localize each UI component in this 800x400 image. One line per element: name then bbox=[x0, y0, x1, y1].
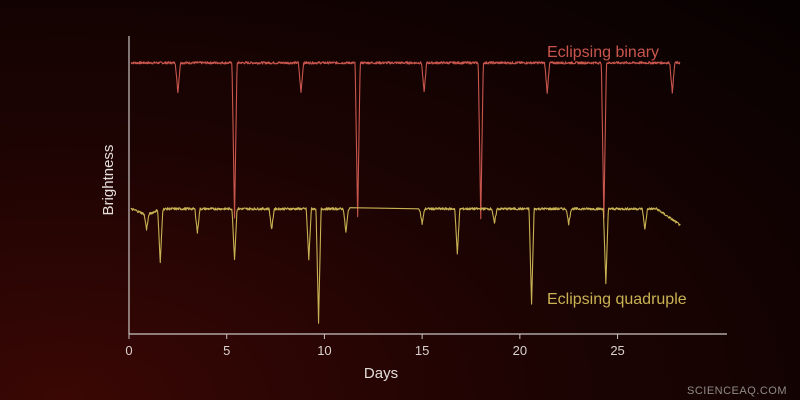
x-tick-label: 5 bbox=[223, 343, 230, 358]
watermark-text: SCIENCEAQ.COM bbox=[687, 385, 787, 397]
series-group bbox=[130, 61, 681, 324]
series-line-eclipsing-binary bbox=[130, 61, 681, 220]
x-tick-label: 20 bbox=[513, 343, 527, 358]
x-ticks: 0 5 10 15 20 25 bbox=[125, 334, 625, 358]
y-axis-title: Brightness bbox=[100, 145, 117, 216]
axes bbox=[128, 36, 727, 335]
x-axis-title: Days bbox=[364, 365, 398, 382]
series-label-eclipsing-quadruple: Eclipsing quadruple bbox=[547, 291, 687, 308]
x-tick-label: 0 bbox=[125, 343, 132, 358]
x-tick-label: 10 bbox=[317, 343, 331, 358]
x-tick-label: 15 bbox=[415, 343, 429, 358]
x-tick-label: 25 bbox=[610, 343, 624, 358]
series-line-eclipsing-quadruple bbox=[130, 207, 681, 324]
series-label-eclipsing-binary: Eclipsing binary bbox=[547, 44, 659, 61]
